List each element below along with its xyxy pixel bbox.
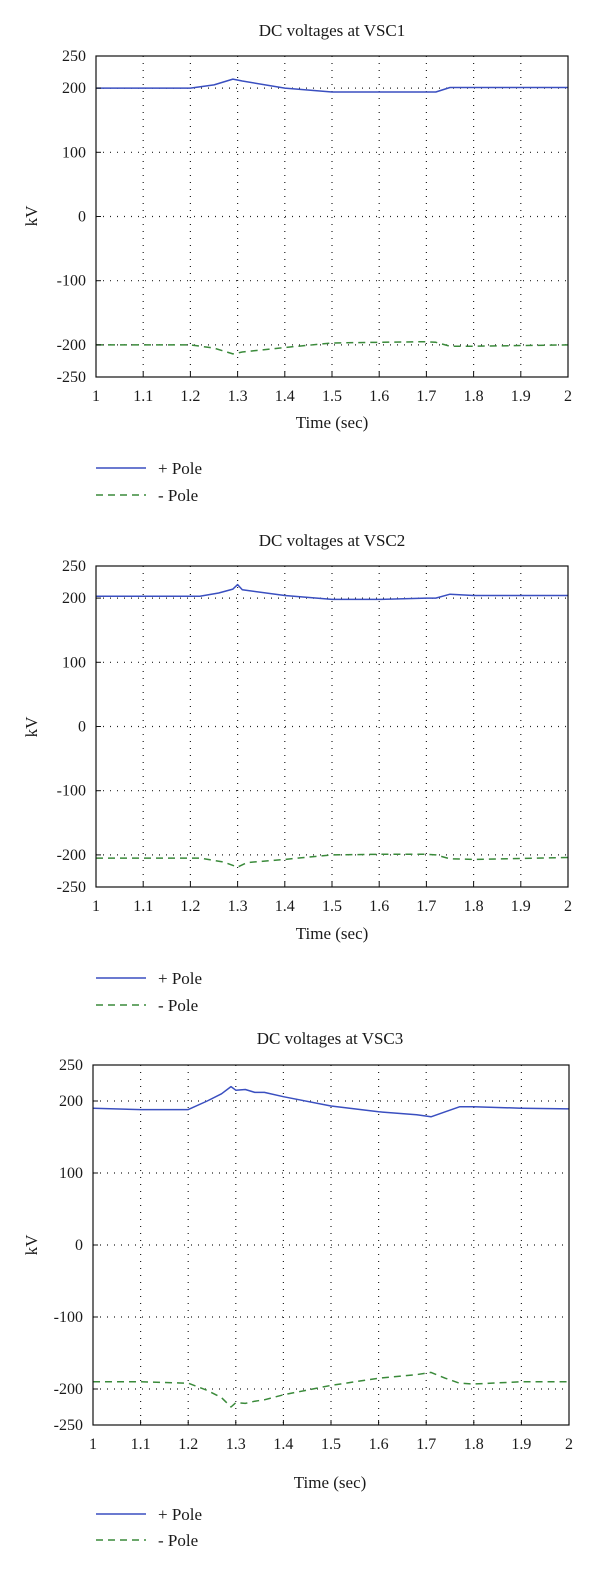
legend-label-positive-pole: + Pole <box>158 1505 202 1524</box>
x-tick-label: 1.8 <box>464 898 484 915</box>
x-tick-label: 1.7 <box>416 898 436 915</box>
legend: + Pole - Pole <box>96 969 202 1015</box>
x-tick-label: 1.7 <box>416 1436 436 1453</box>
chart-title: DC voltages at VSC2 <box>259 531 406 550</box>
chart-panel-vsc1: DC voltages at VSC1 Time (sec) kV 250 200… <box>22 21 572 505</box>
x-tick-label: 1 <box>89 1436 97 1453</box>
x-tick-label: 1.4 <box>273 1436 293 1453</box>
grid-lines <box>93 1065 569 1425</box>
y-tick-label: -100 <box>57 273 86 290</box>
legend-label-positive-pole: + Pole <box>158 459 202 478</box>
y-tick-label: -200 <box>57 847 86 864</box>
y-axis-label: kV <box>22 205 41 227</box>
legend-label-negative-pole: - Pole <box>158 1531 198 1550</box>
x-tick-label: 1.9 <box>511 1436 531 1453</box>
x-axis-label: Time (sec) <box>296 924 369 943</box>
x-tick-label: 1.2 <box>180 898 200 915</box>
series-lines <box>96 78 569 355</box>
x-tick-label: 1.2 <box>180 388 200 405</box>
series-line-positive-pole <box>92 1085 570 1118</box>
grid-lines <box>96 56 568 377</box>
x-tick-label: 1.3 <box>226 1436 246 1453</box>
chart-panel-vsc2: DC voltages at VSC2 Time (sec) kV 250 200… <box>22 531 572 1015</box>
x-tick-label: 1.2 <box>178 1436 198 1453</box>
x-axis-label: Time (sec) <box>294 1473 367 1492</box>
series-line-positive-pole <box>96 583 568 601</box>
x-tick-label: 1.8 <box>464 1436 484 1453</box>
y-axis-label: kV <box>22 1234 41 1256</box>
y-tick-label: 250 <box>59 1057 83 1074</box>
x-tick-label: 2 <box>565 1436 573 1453</box>
x-tick-label: 2 <box>564 898 572 915</box>
x-tick-label: 1.6 <box>369 898 389 915</box>
x-tick-labels: 1 1.1 1.2 1.3 1.4 1.5 1.6 1.7 1.8 1.9 2 <box>89 1420 573 1453</box>
chart-title: DC voltages at VSC1 <box>259 21 406 40</box>
y-tick-label: 100 <box>59 1165 83 1182</box>
x-tick-label: 1.8 <box>464 388 484 405</box>
grid-lines <box>96 566 568 887</box>
legend: + Pole - Pole <box>96 1505 202 1550</box>
x-tick-label: 1.1 <box>133 388 153 405</box>
legend-label-negative-pole: - Pole <box>158 486 198 505</box>
x-tick-label: 1.7 <box>416 388 436 405</box>
y-tick-label: 250 <box>62 48 86 65</box>
legend-label-negative-pole: - Pole <box>158 996 198 1015</box>
y-tick-labels: 250 200 100 0 -100 -200 -250 <box>54 1057 98 1434</box>
y-tick-label: 250 <box>62 558 86 575</box>
series-lines <box>96 583 569 868</box>
legend: + Pole - Pole <box>96 459 202 505</box>
y-tick-label: 0 <box>78 209 86 226</box>
y-tick-label: 200 <box>59 1093 83 1110</box>
x-tick-label: 1.5 <box>321 1436 341 1453</box>
y-tick-labels: 250 200 100 0 -100 -200 -250 <box>57 48 101 386</box>
x-tick-label: 1.5 <box>322 898 342 915</box>
y-tick-label: -250 <box>57 369 86 386</box>
y-axis-label: kV <box>22 716 41 738</box>
y-tick-label: -200 <box>54 1381 83 1398</box>
x-tick-label: 1 <box>92 388 100 405</box>
y-tick-label: 200 <box>62 590 86 607</box>
x-tick-label: 1.1 <box>131 1436 151 1453</box>
y-tick-label: 0 <box>75 1237 83 1254</box>
chart-title: DC voltages at VSC3 <box>257 1029 404 1048</box>
x-tick-label: 1.3 <box>228 898 248 915</box>
y-tick-label: 100 <box>62 654 86 671</box>
x-axis-label: Time (sec) <box>296 413 369 432</box>
y-tick-label: -250 <box>57 879 86 896</box>
series-lines <box>92 1085 570 1408</box>
x-tick-label: 1 <box>92 898 100 915</box>
y-tick-label: 0 <box>78 719 86 736</box>
y-tick-label: -100 <box>57 783 86 800</box>
series-line-negative-pole <box>93 1371 569 1408</box>
y-tick-label: -200 <box>57 337 86 354</box>
chart-panel-vsc3: DC voltages at VSC3 Time (sec) kV 250 200… <box>22 1029 573 1550</box>
x-tick-label: 1.5 <box>322 388 342 405</box>
x-tick-label: 1.4 <box>275 898 295 915</box>
x-tick-label: 1.4 <box>275 388 295 405</box>
x-tick-label: 2 <box>564 388 572 405</box>
y-tick-label: -250 <box>54 1417 83 1434</box>
x-tick-labels: 1 1.1 1.2 1.3 1.4 1.5 1.6 1.7 1.8 1.9 2 <box>92 372 572 405</box>
y-tick-label: -100 <box>54 1309 83 1326</box>
x-tick-label: 1.9 <box>511 388 531 405</box>
x-tick-label: 1.3 <box>228 388 248 405</box>
legend-label-positive-pole: + Pole <box>158 969 202 988</box>
x-tick-label: 1.6 <box>369 1436 389 1453</box>
x-tick-label: 1.1 <box>133 898 153 915</box>
x-tick-label: 1.9 <box>511 898 531 915</box>
y-tick-label: 100 <box>62 144 86 161</box>
series-line-positive-pole <box>96 78 568 93</box>
y-tick-labels: 250 200 100 0 -100 -200 -250 <box>57 558 101 896</box>
x-tick-label: 1.6 <box>369 388 389 405</box>
x-tick-labels: 1 1.1 1.2 1.3 1.4 1.5 1.6 1.7 1.8 1.9 2 <box>92 882 572 915</box>
y-tick-label: 200 <box>62 80 86 97</box>
